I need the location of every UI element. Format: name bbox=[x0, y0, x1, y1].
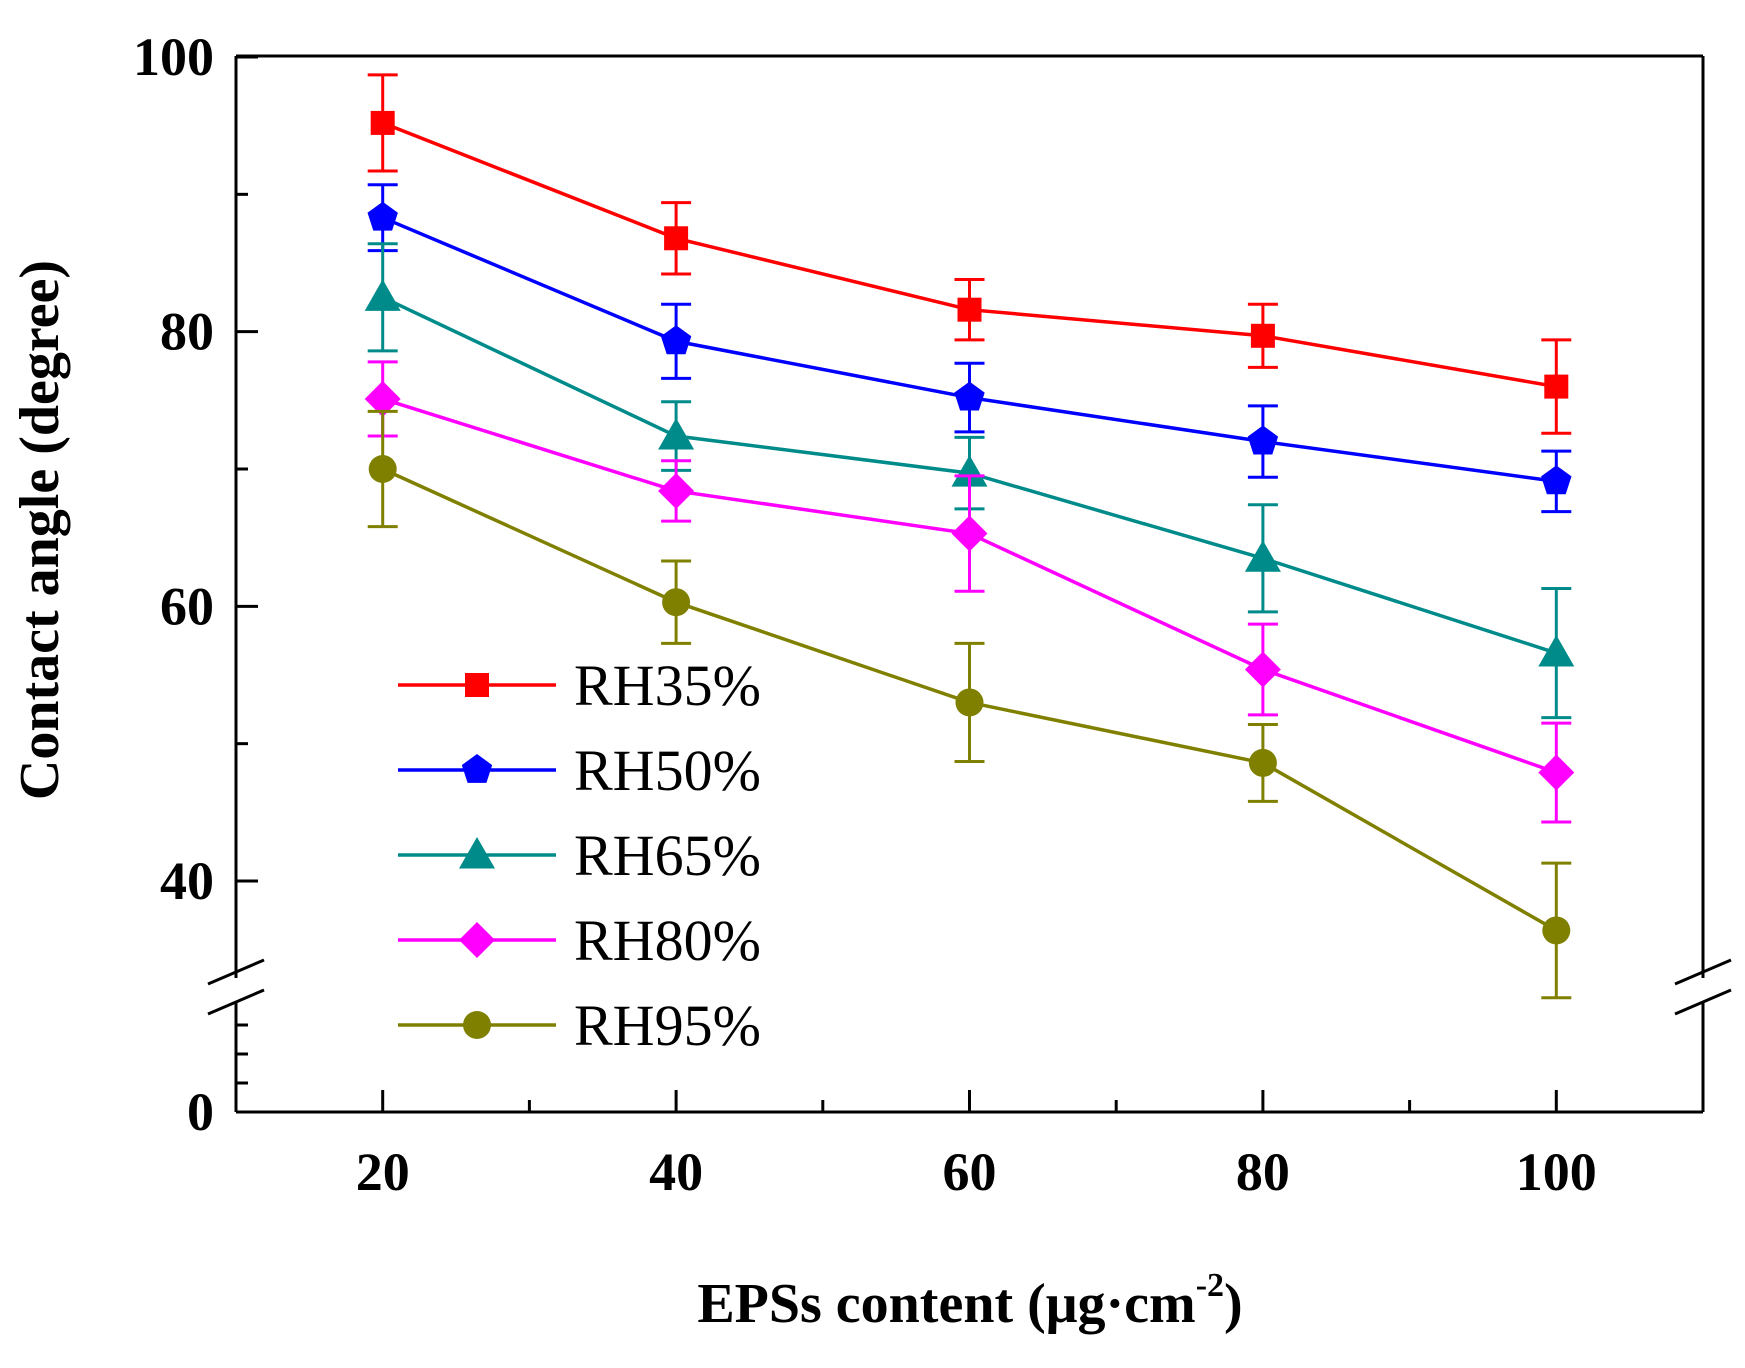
data-point bbox=[658, 418, 695, 450]
right-axis-break-mark-bottom bbox=[1674, 988, 1732, 1016]
x-tick-label: 100 bbox=[1516, 1142, 1597, 1202]
legend-marker bbox=[459, 922, 495, 958]
data-point bbox=[1244, 651, 1281, 688]
y-tick-label: 0 bbox=[187, 1082, 214, 1142]
legend-item: RH80% bbox=[398, 908, 761, 973]
left-axis-break-mark-top bbox=[207, 958, 265, 986]
data-point bbox=[1250, 323, 1275, 348]
data-point bbox=[951, 455, 988, 487]
data-point bbox=[662, 588, 691, 617]
y-tick-label: 60 bbox=[160, 576, 214, 636]
data-point bbox=[660, 325, 692, 355]
data-point bbox=[1538, 635, 1575, 667]
data-point bbox=[1244, 540, 1281, 572]
data-point bbox=[658, 472, 695, 509]
data-point bbox=[364, 380, 401, 417]
y-tick-label: 100 bbox=[133, 27, 214, 87]
legend-item: RH65% bbox=[398, 823, 761, 888]
x-tick-label: 40 bbox=[649, 1142, 703, 1202]
legend-label: RH80% bbox=[574, 908, 761, 973]
data-point bbox=[957, 297, 982, 322]
left-axis-break-mark-bottom bbox=[207, 988, 265, 1016]
data-point bbox=[364, 279, 401, 311]
legend-marker bbox=[459, 837, 495, 869]
data-point bbox=[955, 688, 984, 717]
series-rh95 bbox=[367, 409, 1572, 1000]
data-point bbox=[370, 110, 395, 135]
legend-label: RH35% bbox=[574, 653, 761, 718]
x-tick-label: 80 bbox=[1236, 1142, 1290, 1202]
data-point bbox=[664, 226, 689, 251]
legend-label: RH65% bbox=[574, 823, 761, 888]
legend-marker bbox=[461, 754, 493, 783]
series-rh80 bbox=[364, 360, 1575, 824]
series-rh65 bbox=[364, 242, 1575, 720]
data-point bbox=[954, 381, 985, 411]
legend-label: RH50% bbox=[574, 738, 761, 803]
data-point bbox=[367, 201, 398, 231]
legend: RH35% RH50% RH65% RH80% RH95% bbox=[398, 653, 761, 1058]
data-point bbox=[368, 455, 397, 483]
y-tick-label: 40 bbox=[160, 851, 214, 911]
data-point bbox=[1248, 748, 1277, 777]
series-layer bbox=[364, 73, 1575, 1000]
data-point bbox=[1542, 916, 1571, 945]
x-tick-label: 20 bbox=[356, 1142, 410, 1202]
y-tick-label: 80 bbox=[160, 302, 214, 362]
plot-frame bbox=[207, 54, 1732, 1114]
legend-item: RH50% bbox=[398, 738, 761, 803]
legend-label: RH95% bbox=[574, 993, 761, 1058]
x-axis-title: EPSs content (μg·cm-2) bbox=[697, 1267, 1242, 1335]
series-rh35 bbox=[367, 73, 1572, 435]
data-point bbox=[1541, 465, 1572, 495]
y-axis-title: Contact angle (degree) bbox=[9, 260, 71, 800]
legend-marker bbox=[465, 673, 489, 697]
legend-marker bbox=[463, 1011, 491, 1039]
data-point bbox=[1544, 374, 1569, 399]
x-tick-label: 60 bbox=[943, 1142, 997, 1202]
legend-item: RH95% bbox=[398, 993, 761, 1058]
data-point bbox=[1538, 754, 1575, 791]
data-point bbox=[1247, 425, 1279, 455]
legend-item: RH35% bbox=[398, 653, 761, 718]
series-rh50 bbox=[367, 183, 1572, 514]
data-point bbox=[951, 515, 988, 552]
right-axis-break-mark-top bbox=[1674, 958, 1732, 986]
series-line bbox=[382, 121, 1557, 389]
axis-ticks: 20 40 60 80 100 100 80 60 40 0 bbox=[133, 27, 1597, 1202]
